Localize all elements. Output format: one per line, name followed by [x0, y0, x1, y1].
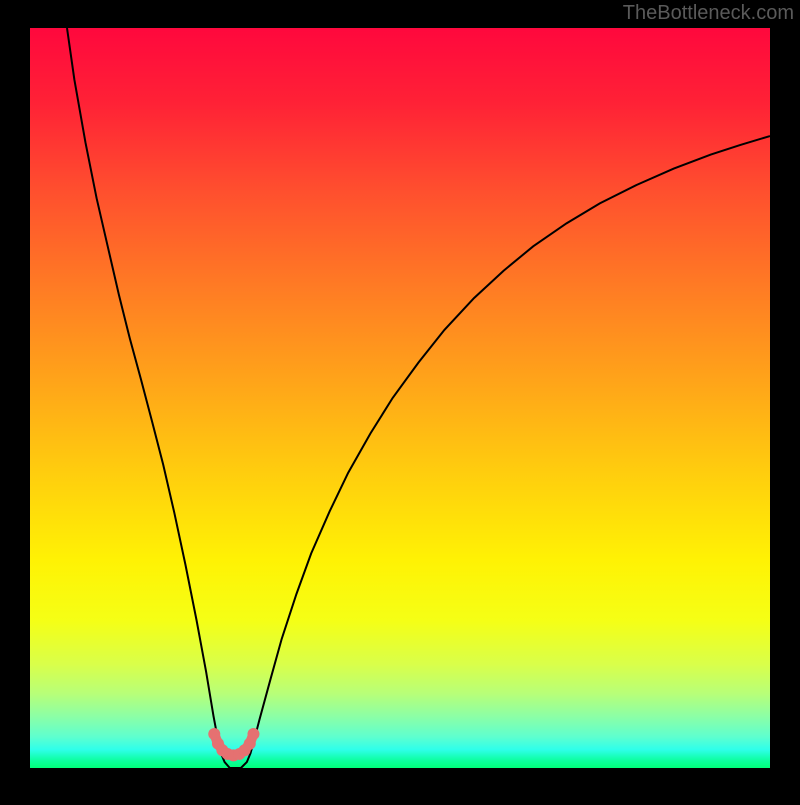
bottleneck-chart: [0, 0, 800, 800]
valley-dot: [247, 728, 259, 740]
watermark-text: TheBottleneck.com: [623, 2, 794, 25]
plot-background: [30, 28, 770, 768]
chart-frame: TheBottleneck.com: [0, 0, 800, 800]
